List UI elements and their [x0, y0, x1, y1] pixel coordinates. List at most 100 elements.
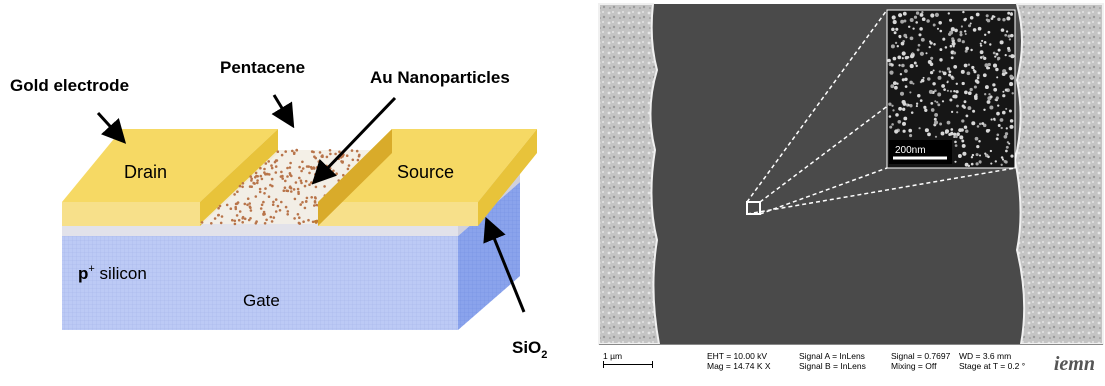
nanoparticle-dot — [295, 148, 299, 152]
nanoparticle-dot — [219, 221, 223, 225]
inset-nanoparticle-dot — [993, 87, 998, 92]
nanoparticle-dot — [274, 165, 278, 168]
inset-nanoparticle-dot — [964, 32, 967, 36]
nanoparticle-dot — [302, 220, 305, 223]
inset-nanoparticle-dot — [908, 128, 913, 133]
nanoparticle-dot — [241, 217, 244, 220]
inset-nanoparticle-dot — [890, 44, 895, 49]
nanoparticle-dot — [310, 167, 314, 170]
inset-nanoparticle-dot — [994, 55, 997, 58]
inset-nanoparticle-dot — [995, 137, 999, 141]
stage-readout: Stage at T = 0.2 ° — [959, 361, 1026, 371]
inset-nanoparticle-dot — [964, 30, 967, 33]
nanoparticle-dot — [241, 221, 244, 224]
inset-nanoparticle-dot — [917, 93, 921, 98]
nanoparticle-dot — [289, 186, 293, 190]
nanoparticle-dot — [243, 217, 247, 221]
inset-nanoparticle-dot — [939, 29, 943, 33]
scale-bar-tick-left — [603, 361, 604, 368]
nanoparticle-dot — [298, 216, 301, 219]
nanoparticle-dot — [325, 155, 329, 159]
signal-b-readout: Signal B = InLens — [799, 361, 866, 371]
nanoparticle-dot — [248, 185, 252, 188]
inset-nanoparticle-dot — [1008, 109, 1012, 113]
nanoparticle-dot — [299, 203, 303, 206]
inset-nanoparticle-dot — [984, 85, 989, 90]
inset-nanoparticle-dot — [930, 13, 935, 18]
scale-bar — [603, 364, 653, 365]
label-gold-electrode: Gold electrode — [10, 76, 129, 95]
inset-nanoparticle-dot — [890, 63, 893, 66]
inset-nanoparticle-dot — [892, 81, 897, 86]
inset-nanoparticle-dot — [922, 76, 925, 79]
inset-nanoparticle-dot — [923, 105, 927, 109]
inset-nanoparticle-dot — [930, 108, 935, 112]
inset-nanoparticle-dot — [912, 82, 915, 85]
inset-nanoparticle-dot — [1007, 11, 1011, 15]
nanoparticle-dot — [293, 217, 296, 220]
inset-nanoparticle-dot — [987, 30, 991, 34]
inset-nanoparticle-dot — [909, 91, 912, 94]
inset-nanoparticle-dot — [984, 63, 989, 68]
inset-nanoparticle-dot — [941, 100, 945, 103]
inset-nanoparticle-dot — [962, 10, 965, 14]
nanoparticle-dot — [280, 200, 283, 204]
inset-nanoparticle-dot — [913, 61, 917, 65]
inset-nanoparticle-dot — [1004, 71, 1008, 75]
inset-nanoparticle-dot — [1002, 18, 1006, 22]
inset-nanoparticle-dot — [971, 65, 975, 70]
nanoparticle-dot — [305, 196, 309, 200]
inset-nanoparticle-dot — [954, 140, 957, 144]
nanoparticle-dot — [318, 170, 321, 174]
nanoparticle-dot — [259, 166, 262, 170]
inset-nanoparticle-dot — [934, 112, 939, 117]
inset-nanoparticle-dot — [946, 81, 949, 84]
nanoparticle-dot — [285, 189, 288, 192]
inset-nanoparticle-dot — [1002, 69, 1007, 74]
inset-nanoparticle-dot — [934, 89, 937, 92]
inset-nanoparticle-dot — [964, 90, 968, 95]
inset-nanoparticle-dot — [897, 119, 902, 124]
inset-nanoparticle-dot — [1010, 33, 1014, 38]
inset-nanoparticle-dot — [1005, 30, 1009, 33]
inset-nanoparticle-dot — [1000, 156, 1004, 159]
arrow-pentacene — [271, 94, 295, 129]
inset-nanoparticle-dot — [954, 160, 957, 163]
nanoparticle-dot — [236, 201, 240, 204]
inset-nanoparticle-dot — [907, 25, 911, 29]
inset-nanoparticle-dot — [921, 17, 926, 22]
nanoparticle-dot — [320, 155, 324, 158]
nanoparticle-dot — [243, 202, 247, 206]
inset-nanoparticle-dot — [956, 111, 959, 114]
inset-nanoparticle-dot — [958, 128, 962, 132]
inset-nanoparticle-dot — [985, 18, 989, 22]
inset-nanoparticle-dot — [929, 70, 934, 75]
nanoparticle-dot — [255, 174, 258, 178]
inset-nanoparticle-dot — [933, 117, 937, 121]
inset-nanoparticle-dot — [925, 52, 928, 55]
inset-nanoparticles — [887, 10, 1015, 168]
inset-nanoparticle-dot — [965, 129, 969, 133]
inset-nanoparticle-dot — [892, 56, 897, 61]
nanoparticle-dot — [270, 164, 273, 167]
inset-nanoparticle-dot — [915, 21, 918, 24]
inset-nanoparticle-dot — [1004, 33, 1008, 37]
inset-nanoparticle-dot — [1010, 54, 1015, 59]
inset-nanoparticle-dot — [984, 93, 987, 96]
inset-nanoparticle-dot — [1001, 110, 1006, 115]
inset-nanoparticle-dot — [919, 12, 924, 17]
inset-scale-bar-label: 200nm — [895, 145, 926, 156]
nanoparticle-dot — [263, 167, 266, 171]
nanoparticle-dot — [342, 173, 345, 177]
nanoparticle-dot — [301, 167, 305, 170]
nanoparticle-dot — [312, 150, 315, 154]
inset-nanoparticle-dot — [950, 56, 954, 60]
nanoparticle-dot — [266, 172, 269, 176]
inset-nanoparticle-dot — [970, 162, 974, 166]
inset-nanoparticle-dot — [1010, 154, 1014, 158]
inset-nanoparticle-dot — [979, 42, 982, 45]
inset-nanoparticle-dot — [979, 50, 984, 55]
inset-nanoparticle-dot — [946, 67, 951, 71]
nanoparticle-dot — [241, 182, 245, 185]
drain-electrode — [62, 129, 278, 226]
